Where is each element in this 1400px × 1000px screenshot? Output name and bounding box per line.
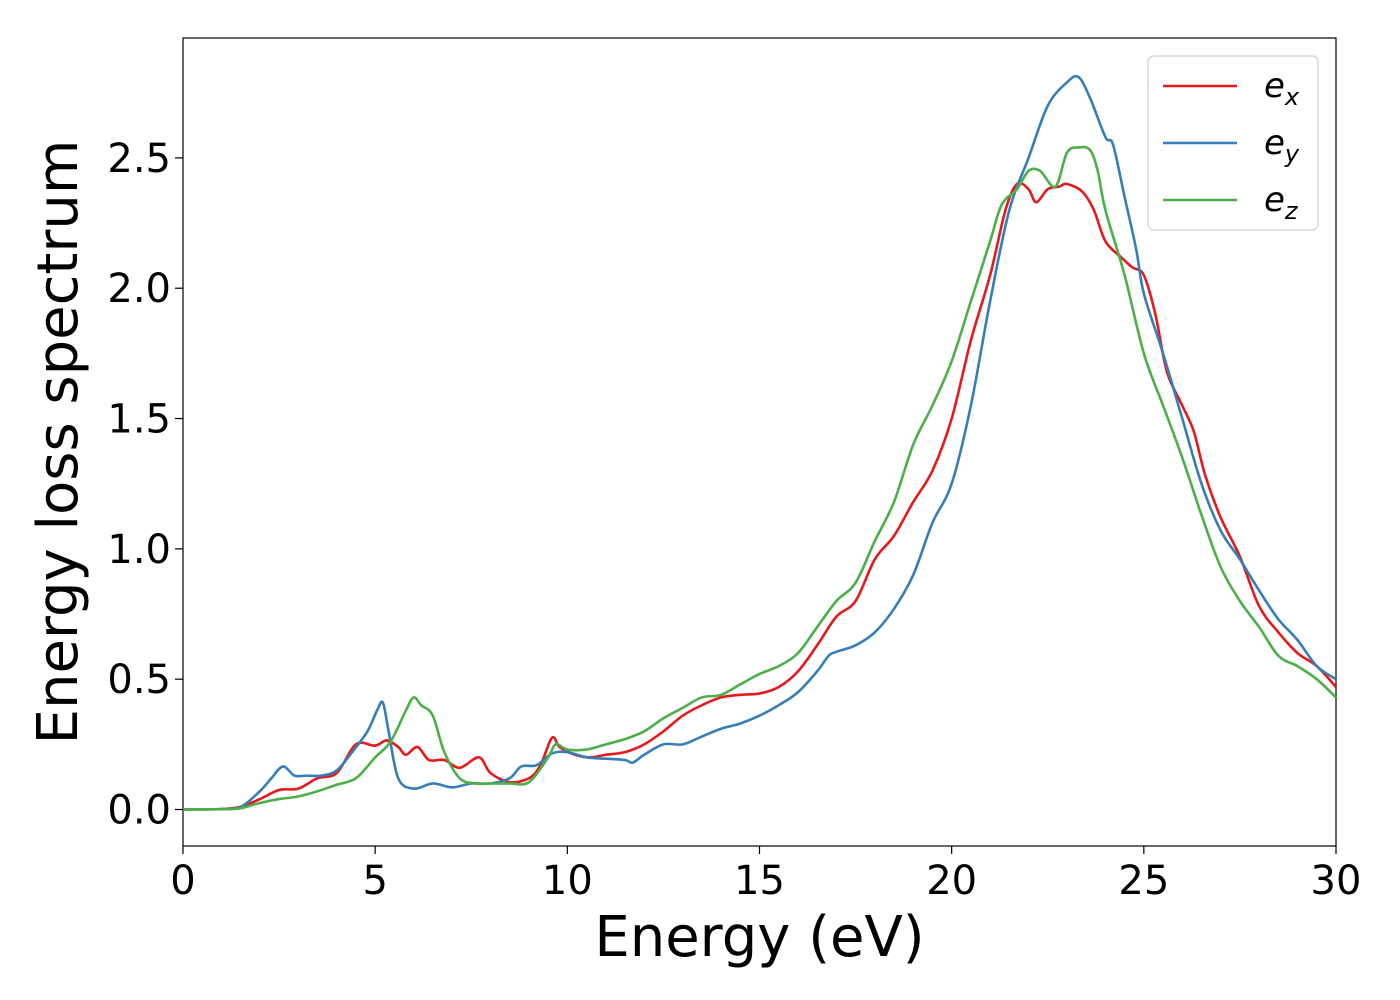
y-tick-label: 2.5 xyxy=(107,136,171,182)
x-tick-label: 15 xyxy=(734,858,785,904)
x-tick-label: 5 xyxy=(362,858,387,904)
y-tick-label: 0.5 xyxy=(107,657,171,703)
y-tick-label: 0.0 xyxy=(107,788,171,834)
series-line-y xyxy=(182,74,1337,811)
x-axis-title: Energy (eV) xyxy=(594,905,924,970)
series-layer xyxy=(182,74,1337,811)
legend-label-y: ey xyxy=(1264,123,1300,168)
series-line-z xyxy=(182,145,1337,811)
x-tick-label: 0 xyxy=(170,858,195,904)
x-tick-label: 30 xyxy=(1311,858,1362,904)
y-tick-label: 1.0 xyxy=(107,527,171,573)
legend-label-x: ex xyxy=(1264,66,1300,111)
x-tick-label: 25 xyxy=(1118,858,1169,904)
series-line-x xyxy=(182,181,1337,811)
x-tick-label: 10 xyxy=(542,858,593,904)
y-axis-title: Energy loss spectrum xyxy=(26,140,91,745)
y-tick-label: 2.0 xyxy=(107,266,171,312)
legend: ex ey ez xyxy=(1147,55,1319,231)
legend-label-z: ez xyxy=(1264,180,1299,225)
y-tick-label: 1.5 xyxy=(107,397,171,443)
ticks-layer: 0 5 10 15 20 25 30 0.0 0.5 1.0 1.5 2.0 2.5 xyxy=(107,136,1361,904)
x-tick-label: 20 xyxy=(926,858,977,904)
